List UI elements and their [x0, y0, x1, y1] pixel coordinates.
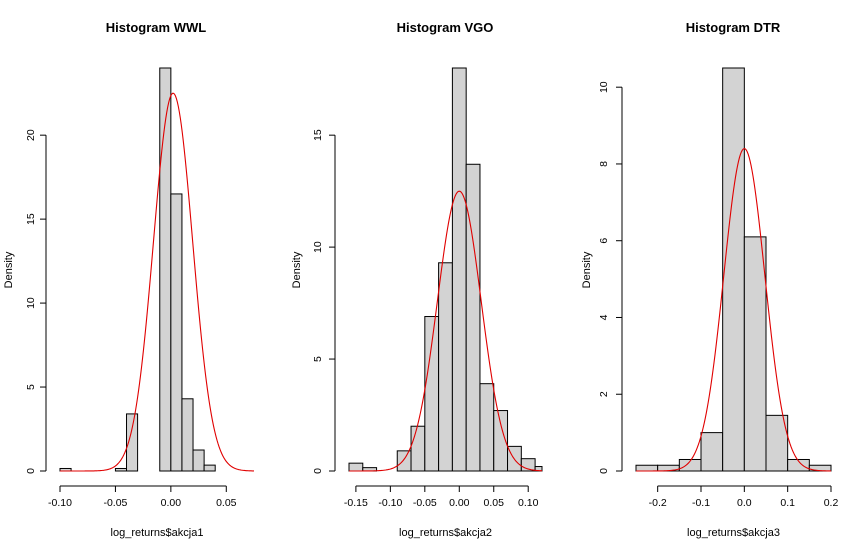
histogram-bar [181, 398, 194, 472]
y-tick-label: 20 [25, 129, 37, 141]
histogram-bar [192, 449, 205, 472]
y-tick-label: 8 [598, 161, 610, 167]
x-axis-label: log_returns$akcja3 [687, 527, 780, 539]
y-tick-label: 6 [598, 238, 610, 244]
x-tick-label: 0.1 [780, 497, 795, 509]
x-tick-label: -0.2 [649, 497, 667, 509]
x-tick-label: -0.05 [103, 497, 127, 509]
histogram-bar [159, 67, 172, 472]
y-tick-label: 15 [312, 129, 324, 141]
normal-density-curve [636, 148, 832, 472]
histogram-bar [700, 432, 724, 472]
histogram-bar [126, 413, 139, 472]
x-tick-label: -0.10 [48, 497, 72, 509]
x-tick-label: 0.2 [824, 497, 839, 509]
normal-density-curve [60, 92, 255, 472]
histogram-bar [170, 193, 183, 472]
panel-histogram-vgo: Histogram VGO -0.15 -0.10 -0.05 0.00 0.05 0.10… [291, 20, 543, 539]
y-axis-label: Density [291, 251, 303, 288]
chart-title: Histogram DTR [686, 20, 781, 35]
x-tick-label: 0.05 [484, 497, 505, 509]
x-tick-label: -0.10 [378, 497, 402, 509]
y-tick-label: 0 [25, 468, 37, 474]
histogram-bar [493, 410, 509, 472]
x-tick-label: 0.00 [449, 497, 470, 509]
x-axis-label: log_returns$akcja2 [399, 527, 492, 539]
panel-histogram-dtr: Histogram DTR -0.2 -0.1 0.0 0.1 0.2 0 2 4 6 8 10 log… [581, 20, 838, 539]
histogram-bar [722, 67, 745, 472]
histogram-bar [479, 383, 495, 472]
y-tick-label: 5 [312, 356, 324, 362]
y-tick-label: 10 [25, 297, 37, 309]
histogram-bar [743, 236, 767, 472]
histogram-bar [424, 316, 440, 472]
x-tick-label: 0.00 [161, 497, 182, 509]
y-tick-label: 15 [25, 213, 37, 225]
y-tick-label: 2 [598, 391, 610, 397]
histogram-bar [451, 67, 467, 472]
x-tick-label: -0.05 [413, 497, 437, 509]
normal-density-curve [349, 190, 543, 472]
y-tick-label: 10 [312, 241, 324, 253]
histogram-bar [635, 464, 659, 472]
histogram-bar [410, 425, 426, 472]
x-tick-label: 0.10 [518, 497, 539, 509]
x-tick-label: 0.05 [216, 497, 237, 509]
y-axis-label: Density [3, 251, 15, 288]
panel-histogram-wwl: Histogram WWL -0.10 -0.05 0.00 0.05 0 5 10 15 20 l… [3, 20, 255, 539]
histogram-bar [114, 467, 128, 472]
chart-title: Histogram VGO [397, 20, 494, 35]
histogram-bar [465, 163, 481, 472]
y-tick-label: 0 [598, 468, 610, 474]
y-tick-label: 0 [312, 468, 324, 474]
histogram-bar [348, 462, 364, 472]
y-tick-label: 10 [598, 81, 610, 93]
y-tick-label: 5 [25, 384, 37, 390]
x-tick-label: -0.15 [344, 497, 368, 509]
x-tick-label: -0.1 [692, 497, 710, 509]
x-axis-label: log_returns$akcja1 [111, 527, 204, 539]
chart-title: Histogram WWL [106, 20, 206, 35]
histogram-bar [438, 262, 453, 472]
y-axis-label: Density [581, 251, 593, 288]
x-tick-label: 0.0 [737, 497, 752, 509]
histogram-bar [765, 414, 789, 472]
histogram-bar [203, 464, 216, 472]
histogram-bar [396, 450, 412, 472]
y-tick-label: 4 [598, 314, 610, 320]
